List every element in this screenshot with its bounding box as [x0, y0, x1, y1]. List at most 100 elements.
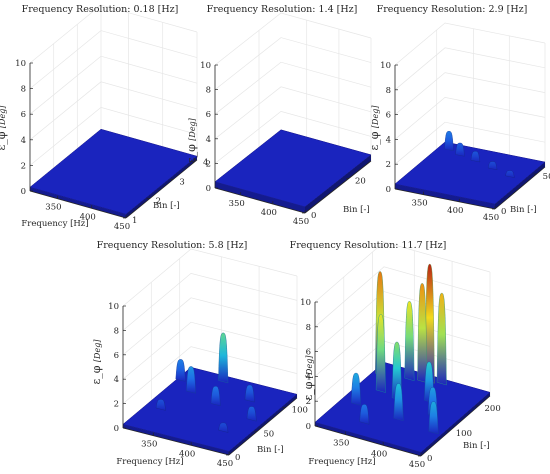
x-tick-label: 350 — [333, 439, 349, 449]
z-axis-label-symbol: ε_φ — [185, 141, 198, 163]
grid-line — [214, 37, 372, 90]
surface-peak — [470, 150, 481, 163]
z-tick-label: 6 — [114, 351, 119, 361]
grid-line — [214, 111, 372, 164]
y-tick-label: 0 — [501, 207, 506, 217]
side-wall — [395, 23, 445, 189]
grid-line — [122, 321, 298, 380]
surface-peak — [417, 283, 428, 383]
z-tick-label: 0 — [206, 184, 211, 194]
grid-line — [122, 297, 298, 356]
z-axis-label: ε_φ [Deg] — [90, 339, 103, 385]
z-tick-label: 10 — [108, 302, 119, 312]
z-tick-label: 10 — [200, 61, 211, 71]
back-wall — [101, 5, 197, 160]
x-axis-label: Frequency [Hz] — [116, 457, 183, 467]
z-tick-label: 0 — [306, 422, 311, 432]
grid-line — [394, 121, 546, 165]
x-tick-label: 350 — [411, 199, 427, 209]
z-tick-label: 2 — [306, 397, 311, 407]
chart-title: Frequency Resolution: 5.8 [Hz] — [97, 240, 248, 251]
surface-peak — [244, 384, 255, 403]
x-tick-label: 350 — [45, 203, 61, 213]
surface-peak — [393, 383, 404, 422]
y-tick-label: 50 — [543, 172, 550, 182]
surface-skirt — [495, 162, 545, 209]
grid-line — [314, 291, 491, 352]
z-tick-label: 0 — [21, 187, 26, 197]
y-tick-label: 3 — [179, 177, 184, 187]
z-axis-label: ε_φ [Deg] — [302, 355, 315, 401]
y-tick-label: 1 — [132, 216, 137, 226]
back-wall — [445, 23, 545, 167]
z-tick-label: 2 — [21, 161, 26, 171]
y-tick-label: 50 — [263, 429, 274, 439]
surface-peak — [505, 170, 515, 178]
surface-peak — [444, 130, 454, 151]
x-axis-label: Frequency [Hz] — [21, 219, 88, 229]
x-tick-label: 400 — [179, 449, 195, 459]
z-tick-label: 8 — [21, 85, 26, 95]
grid-line — [122, 346, 298, 404]
z-axis-label-symbol: ε_φ — [302, 378, 315, 400]
z-tick-label: 8 — [206, 86, 211, 96]
x-axis-line — [29, 190, 127, 219]
chart-title: Frequency Resolution: 0.18 [Hz] — [22, 4, 179, 15]
grid-line — [122, 273, 298, 331]
grid-line — [394, 22, 546, 66]
z-tick-label: 2 — [206, 159, 211, 169]
x-tick-label: 450 — [293, 217, 309, 227]
grid-line — [394, 47, 546, 91]
z-axis-label-symbol: ε_φ — [0, 128, 8, 150]
x-axis-line — [314, 425, 422, 457]
surface-peak — [455, 142, 465, 157]
surface-peak — [246, 406, 257, 422]
x-tick-label: 400 — [371, 449, 387, 459]
z-tick-label: 8 — [386, 86, 391, 96]
surface-peak — [155, 399, 166, 411]
chart-title: Frequency Resolution: 11.7 [Hz] — [290, 240, 447, 251]
surface-peak — [218, 332, 229, 384]
surface-skirt — [215, 181, 305, 213]
grid-line — [214, 61, 372, 115]
back-wall — [281, 13, 371, 161]
z-tick-label: 2 — [114, 400, 119, 410]
z-tick-label: 10 — [300, 298, 311, 308]
grid-line — [394, 97, 546, 140]
y-axis-label: Bin [-] — [343, 205, 370, 215]
surface-peak — [375, 314, 386, 393]
z-axis-label-unit: [Deg] — [93, 339, 102, 362]
z-tick-label: 0 — [386, 185, 391, 195]
z-axis-label-unit: [Deg] — [0, 105, 7, 128]
surface-skirt — [315, 422, 421, 456]
x-tick-label: 450 — [114, 222, 130, 232]
y-axis-label: Bin [-] — [153, 201, 180, 211]
y-axis-line — [304, 160, 372, 214]
x-tick-label: 450 — [409, 460, 425, 470]
surface-skirt — [126, 156, 197, 218]
z-tick-label: 8 — [306, 323, 311, 333]
x-tick-label: 400 — [80, 212, 96, 222]
z-tick-label: 10 — [380, 61, 391, 71]
surface-peak — [218, 422, 229, 433]
surface-peak — [404, 301, 415, 382]
y-axis-line — [125, 159, 198, 219]
x-tick-label: 450 — [483, 213, 499, 223]
grid-line — [314, 241, 491, 303]
chart-panel: 0246810350400450050Frequency Resolution:… — [368, 4, 550, 223]
z-axis-label-symbol: ε_φ — [368, 128, 381, 150]
grid-line — [314, 266, 491, 328]
y-tick-label: 100 — [456, 429, 472, 439]
y-axis-label: Bin [-] — [257, 445, 284, 455]
x-axis-label: Frequency [Hz] — [308, 457, 375, 467]
z-tick-label: 10 — [15, 59, 26, 69]
surface-skirt — [229, 394, 297, 455]
back-wall — [191, 249, 297, 398]
z-tick-label: 2 — [386, 160, 391, 170]
y-axis-label: Bin [-] — [510, 205, 537, 215]
x-tick-label: 350 — [229, 199, 245, 209]
y-tick-label: 100 — [292, 406, 308, 416]
